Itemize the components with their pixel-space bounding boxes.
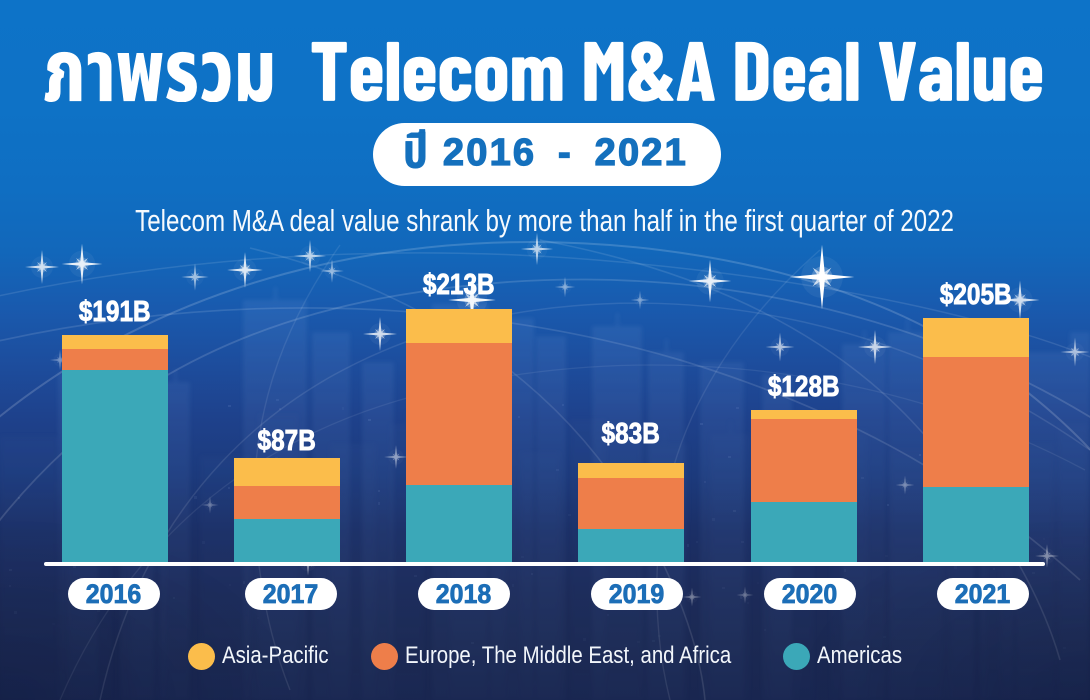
legend-item-americas: Americas [783,642,917,670]
year-pill-2017: 2017 [244,577,337,610]
subtitle: Telecom M&A deal value shrank by more th… [135,203,955,238]
bar-segment-2019-asia-pacific [578,463,684,478]
year-pill-label: 2020 [781,578,838,609]
bar-2020 [750,409,857,562]
year-pill-2020: 2020 [763,577,856,610]
bar-2018 [406,308,512,562]
legend-dot-icon [371,642,398,670]
legend-dot-icon [188,642,215,670]
value-label-text: $87B [257,425,317,458]
year-pill-label: 2016 [85,578,142,609]
x-axis-line [44,561,1045,566]
bar-segment-2017-americas [234,519,340,562]
value-label-text: $128B [767,370,840,403]
value-label-text: $205B [940,279,1013,312]
legend-dot-icon [783,642,810,670]
value-label-text: $191B [79,295,152,328]
legend-item-europe-the-middle-east-and-africa: Europe, The Middle East, and Africa [371,642,789,670]
year-pill-label: 2019 [608,578,665,609]
title-latin-words [311,41,1043,102]
year-pill-label: 2018 [435,578,492,609]
bar-segment-2016-europe-the-middle-east-and-africa [62,349,168,371]
network-arc [249,247,706,700]
bar-segment-2018-europe-the-middle-east-and-africa [406,343,512,485]
period-badge-range: 2016 - 2021 [442,131,688,174]
year-pill-2021: 2021 [936,577,1029,610]
bar-2019 [578,463,684,562]
bar-segment-2018-asia-pacific [406,308,512,344]
value-label-2020: $128B [724,370,884,404]
bar-segment-2020-asia-pacific [750,409,857,420]
value-label-2017: $87B [207,425,367,458]
value-label-2021: $205B [896,279,1056,312]
year-pill-label: 2017 [262,578,319,609]
bar-segment-2017-europe-the-middle-east-and-africa [234,485,340,520]
bar-segment-2016-asia-pacific [62,334,168,349]
bar-segment-2018-americas [406,484,512,562]
bar-2021 [923,318,1029,562]
value-label-text: $213B [423,268,496,301]
bar-segment-2016-americas [62,370,168,562]
bar-segment-2021-americas [923,487,1029,562]
legend-item-asia-pacific: Asia-Pacific [188,642,347,670]
bar-segment-2017-asia-pacific [234,458,340,486]
year-pill-label: 2021 [954,578,1011,609]
bar-segment-2020-europe-the-middle-east-and-africa [750,419,857,503]
value-label-2019: $83B [551,418,711,451]
year-pill-2019: 2019 [590,577,683,610]
bar-segment-2020-americas [750,502,857,562]
bar-2016 [62,334,168,562]
badge-thai-pii [405,129,426,169]
value-label-text: $83B [601,418,661,451]
value-label-2016: $191B [35,295,195,329]
bar-segment-2021-asia-pacific [923,318,1029,358]
legend-label: Europe, The Middle East, and Africa [405,642,732,669]
bar-segment-2019-europe-the-middle-east-and-africa [578,477,684,529]
period-badge: ปี 2016 - 2021 2016 - 2021 [372,122,721,186]
legend-label: Americas [817,642,903,669]
title-thai-word [44,51,272,102]
year-pill-2018: 2018 [417,577,510,610]
bar-2017 [234,458,340,562]
bar-segment-2021-europe-the-middle-east-and-africa [923,357,1029,487]
network-arc [539,239,1061,661]
value-label-2018: $213B [379,268,539,302]
year-pill-2016: 2016 [67,577,160,610]
bar-segment-2019-americas [578,528,684,562]
legend-label: Asia-Pacific [222,642,329,669]
